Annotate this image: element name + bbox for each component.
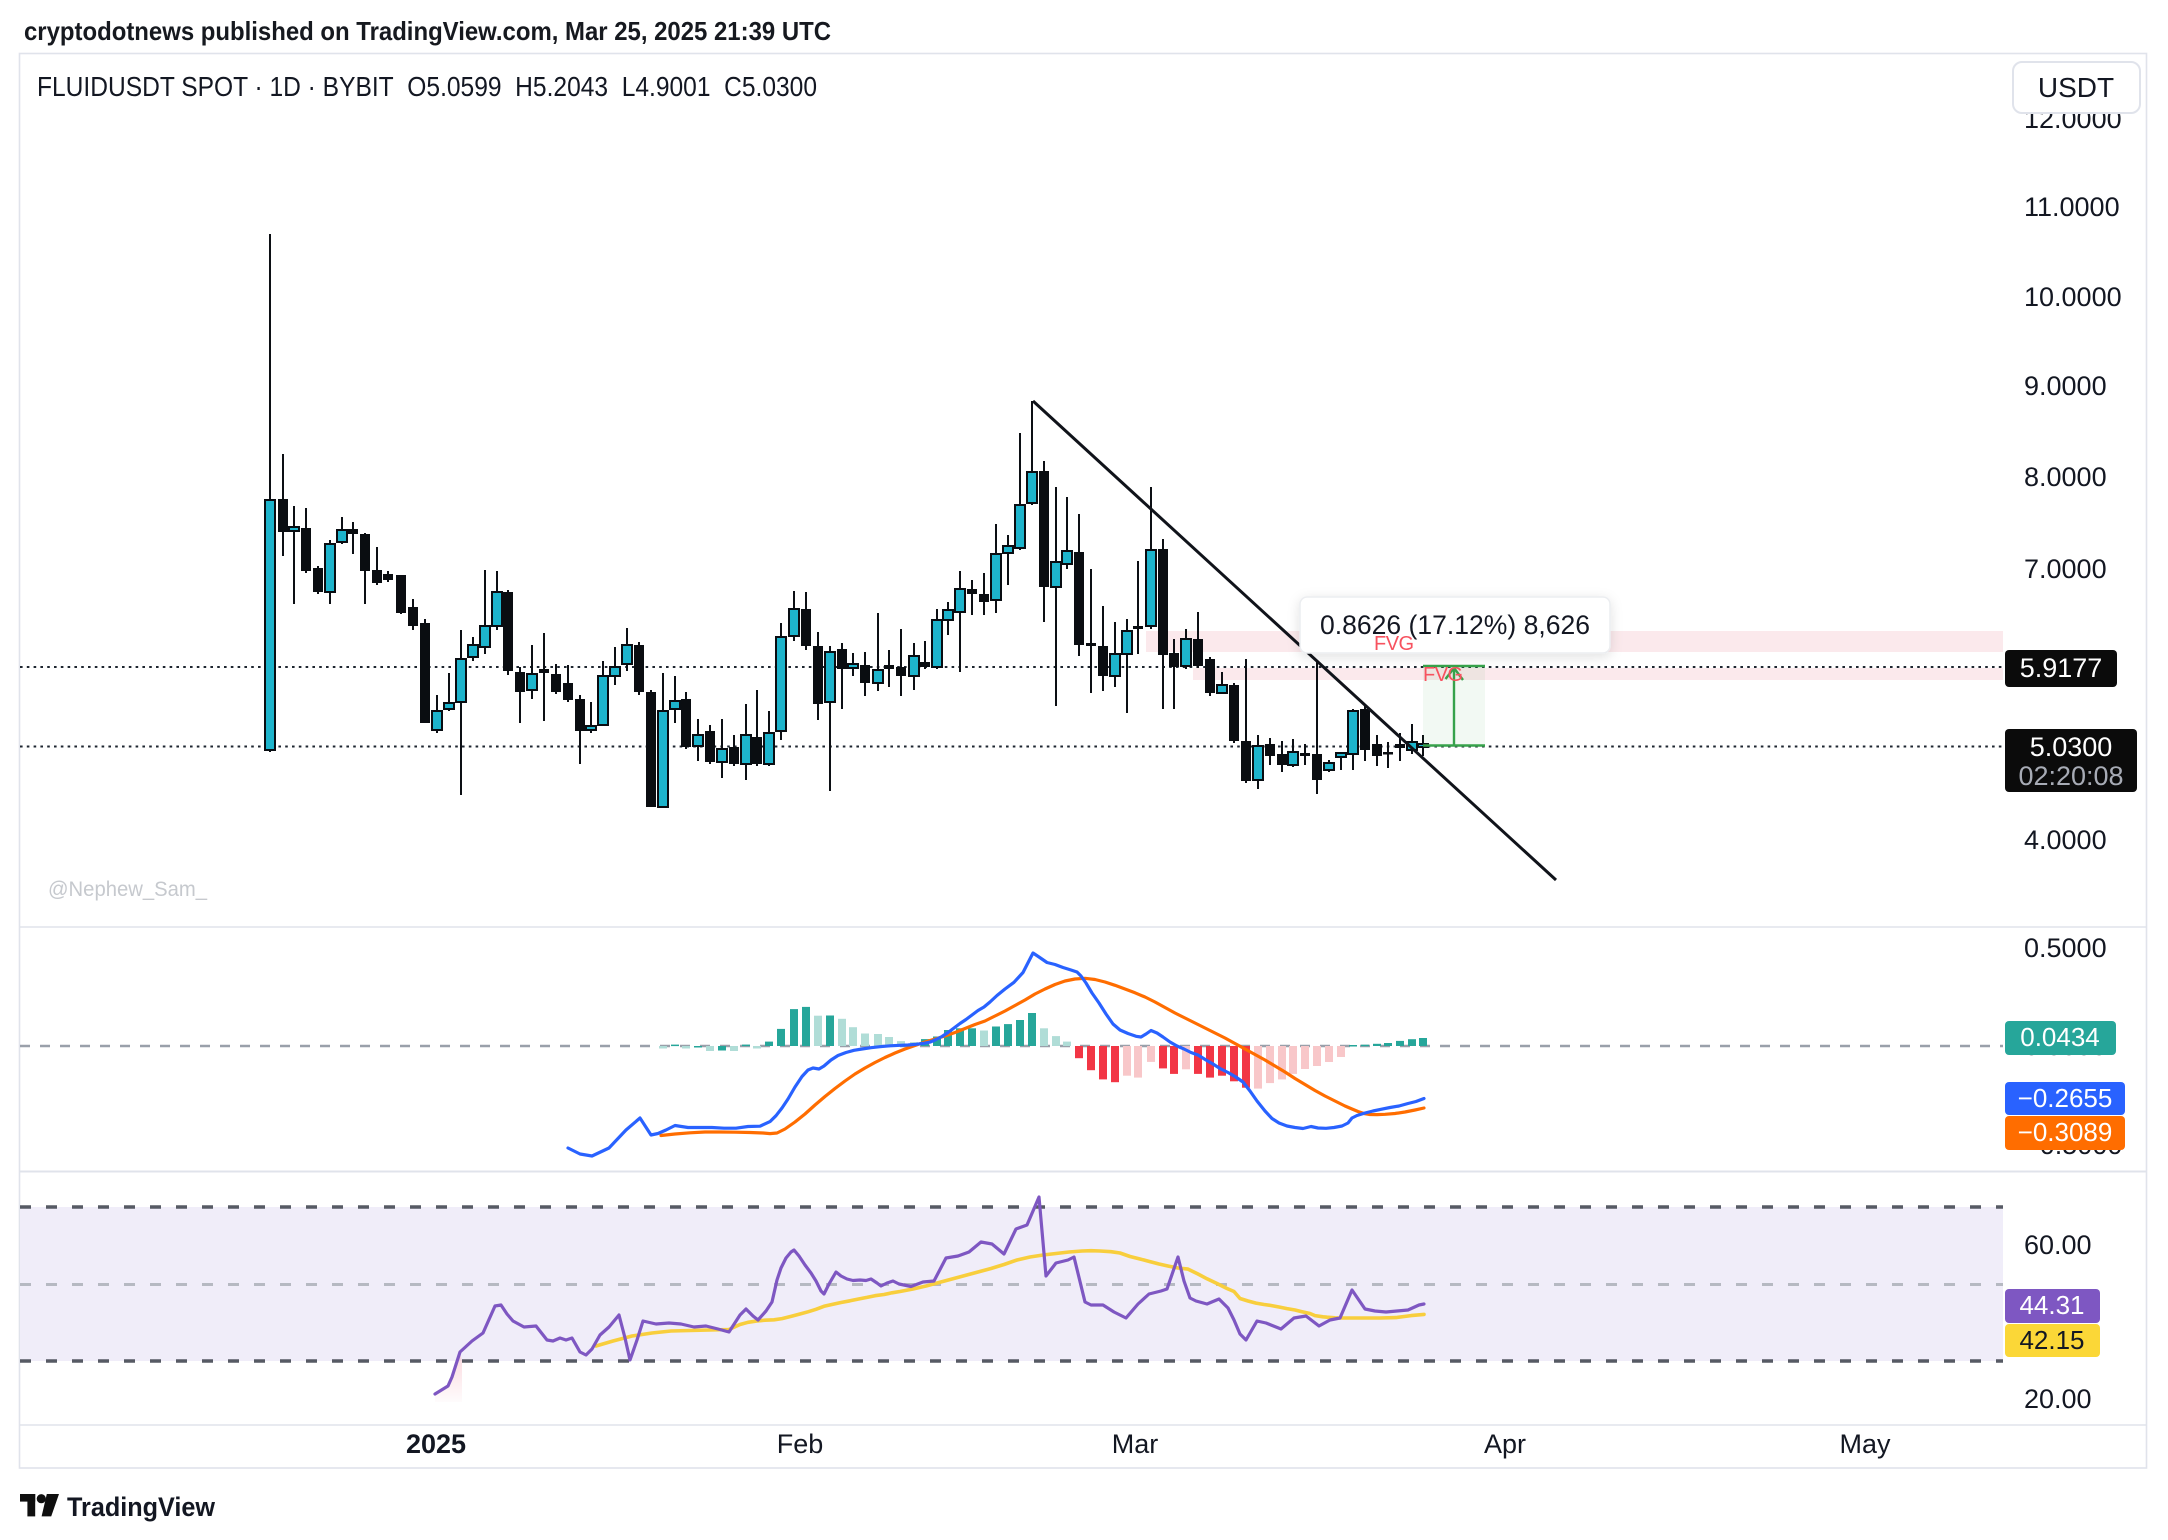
- svg-text:−0.2655: −0.2655: [2018, 1083, 2113, 1113]
- svg-text:60.00: 60.00: [2024, 1230, 2092, 1260]
- svg-text:02:20:08: 02:20:08: [2018, 761, 2123, 791]
- svg-text:4.0000: 4.0000: [2024, 825, 2107, 855]
- svg-text:0.8626 (17.12%) 8,626: 0.8626 (17.12%) 8,626: [1320, 610, 1590, 640]
- svg-text:2025: 2025: [406, 1429, 466, 1459]
- svg-text:TradingView: TradingView: [67, 1492, 216, 1522]
- svg-text:5.0300: 5.0300: [2030, 732, 2113, 762]
- svg-text:FVG: FVG: [1374, 633, 1414, 655]
- svg-text:0.5000: 0.5000: [2024, 933, 2107, 963]
- svg-text:11.0000: 11.0000: [2024, 192, 2120, 222]
- svg-text:0.0434: 0.0434: [2020, 1022, 2100, 1052]
- svg-text:Mar: Mar: [1112, 1429, 1159, 1459]
- svg-text:FVG: FVG: [1423, 664, 1463, 686]
- svg-text:cryptodotnews published on Tra: cryptodotnews published on TradingView.c…: [24, 16, 831, 46]
- svg-text:Feb: Feb: [777, 1429, 824, 1459]
- svg-text:7.0000: 7.0000: [2024, 554, 2107, 584]
- svg-text:5.9177: 5.9177: [2020, 653, 2103, 683]
- svg-text:42.15: 42.15: [2019, 1325, 2084, 1355]
- svg-text:20.00: 20.00: [2024, 1384, 2092, 1414]
- svg-text:Apr: Apr: [1484, 1429, 1526, 1459]
- svg-text:8.0000: 8.0000: [2024, 462, 2107, 492]
- svg-text:9.0000: 9.0000: [2024, 371, 2107, 401]
- svg-text:−0.3089: −0.3089: [2018, 1117, 2113, 1147]
- svg-text:@Nephew_Sam_: @Nephew_Sam_: [48, 878, 207, 901]
- svg-text:10.0000: 10.0000: [2024, 282, 2122, 312]
- svg-text:May: May: [1839, 1429, 1891, 1459]
- svg-text:USDT: USDT: [2038, 72, 2114, 103]
- svg-text:44.31: 44.31: [2019, 1290, 2084, 1320]
- svg-text:FLUIDUSDT SPOT · 1D · BYBIT O: FLUIDUSDT SPOT · 1D · BYBIT O5.0599 H5.2…: [37, 71, 817, 102]
